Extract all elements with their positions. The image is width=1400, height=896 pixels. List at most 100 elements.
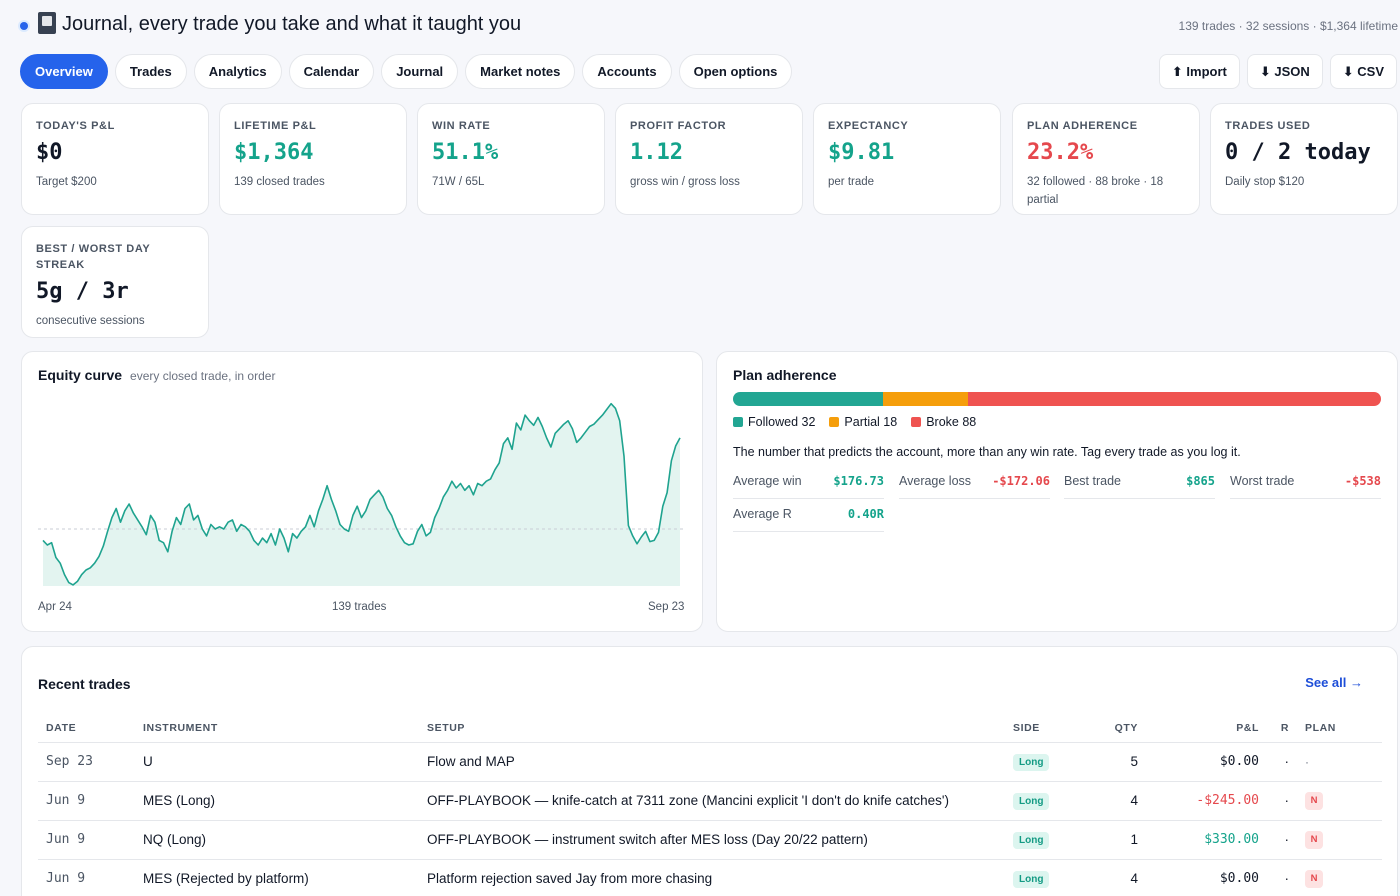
stat-value: 23.2%: [1027, 140, 1094, 165]
col-r[interactable]: R: [1267, 715, 1297, 743]
cell-r: ·: [1267, 820, 1297, 860]
cell-date: Jun 9: [38, 781, 135, 821]
plan-adherence-bar: [733, 392, 1381, 406]
side-badge: Long: [1013, 870, 1050, 888]
recent-trades-table: DATE INSTRUMENT SETUP SIDE QTY P&L R PLA…: [38, 715, 1382, 896]
cell-instrument: MES (Rejected by platform): [135, 859, 419, 896]
metric-average-r: Average R 0.40R: [733, 505, 884, 532]
stat-label: PROFIT FACTOR: [630, 120, 727, 132]
cell-qty: 4: [1083, 859, 1146, 896]
cell-qty: 4: [1083, 781, 1146, 821]
metric-value: $176.73: [833, 474, 884, 488]
plan-adherence-title: Plan adherence: [733, 367, 837, 383]
header: Journal, every trade you take and what i…: [20, 12, 1400, 40]
legend-followed: Followed 32: [733, 415, 815, 429]
cell-setup: OFF-PLAYBOOK — instrument switch after M…: [419, 820, 1005, 860]
table-row[interactable]: Sep 23 U Flow and MAP Long 5 $0.00 · ·: [38, 742, 1382, 782]
metric-value: 0.40R: [847, 507, 884, 521]
bar-segment-broke: [967, 392, 1381, 406]
cell-qty: 1: [1083, 820, 1146, 860]
col-date[interactable]: DATE: [38, 715, 135, 743]
stat-card-profit-factor: PROFIT FACTOR 1.12 gross win / gross los…: [615, 103, 803, 215]
stat-label: EXPECTANCY: [828, 120, 909, 132]
legend-swatch-partial: [829, 417, 840, 427]
side-badge: Long: [1013, 792, 1050, 810]
stat-value: 5g / 3r: [36, 279, 129, 304]
stat-card-plan-adherence: PLAN ADHERENCE 23.2% 32 followed · 88 br…: [1012, 103, 1200, 215]
side-badge: Long: [1013, 831, 1050, 849]
equity-area: [43, 403, 680, 586]
stat-label: PLAN ADHERENCE: [1027, 120, 1138, 132]
cell-plan: N: [1297, 859, 1382, 896]
plan-badge: N: [1305, 831, 1323, 849]
cell-side: Long: [1005, 859, 1083, 896]
col-setup[interactable]: SETUP: [419, 715, 1005, 743]
cell-setup: OFF-PLAYBOOK — knife-catch at 7311 zone …: [419, 781, 1005, 821]
metric-value: -$538: [1344, 474, 1381, 488]
export-csv-button[interactable]: ⬇ CSV: [1329, 54, 1397, 89]
legend-label: Broke 88: [926, 415, 977, 429]
table-header-row: DATE INSTRUMENT SETUP SIDE QTY P&L R PLA…: [38, 715, 1382, 743]
cell-r: ·: [1267, 781, 1297, 821]
metric-average-loss: Average loss -$172.06: [899, 472, 1050, 499]
equity-chart: [38, 402, 686, 586]
import-button[interactable]: ⬆ Import: [1158, 54, 1240, 89]
stat-card-expectancy: EXPECTANCY $9.81 per trade: [813, 103, 1001, 215]
side-badge: Long: [1013, 753, 1050, 771]
stat-sub: consecutive sessions: [36, 315, 145, 327]
tab-analytics[interactable]: Analytics: [193, 54, 282, 89]
legend-broke: Broke 88: [911, 415, 976, 429]
col-plan[interactable]: PLAN: [1297, 715, 1382, 743]
col-side[interactable]: SIDE: [1005, 715, 1083, 743]
metric-label: Average win: [733, 474, 802, 488]
export-json-button[interactable]: ⬇ JSON: [1246, 54, 1323, 89]
metric-average-win: Average win $176.73: [733, 472, 884, 499]
table-row[interactable]: Jun 9 NQ (Long) OFF-PLAYBOOK — instrumen…: [38, 820, 1382, 860]
equity-curve-panel: Equity curve every closed trade, in order…: [21, 351, 703, 632]
stat-card-todays-pl: TODAY'S P&L $0 Target $200: [21, 103, 209, 215]
cell-plan: N: [1297, 781, 1382, 821]
plan-adherence-panel: Plan adherence Followed 32 Partial 18 Br…: [716, 351, 1398, 632]
legend-swatch-followed: [733, 417, 743, 427]
cell-qty: 5: [1083, 742, 1146, 782]
plan-badge: N: [1305, 792, 1323, 810]
legend-partial: Partial 18: [829, 415, 897, 429]
equity-title: Equity curve: [38, 367, 123, 383]
cell-pl: -$245.00: [1146, 781, 1267, 821]
metric-best-trade: Best trade $865: [1064, 472, 1215, 499]
legend-label: Followed 32: [748, 415, 816, 429]
bar-segment-followed: [733, 392, 884, 406]
tab-trades[interactable]: Trades: [114, 54, 187, 89]
x-axis-count-label: 139 trades: [332, 601, 387, 613]
page-title: Journal, every trade you take and what i…: [62, 13, 522, 35]
equity-subtitle: every closed trade, in order: [130, 369, 276, 383]
plan-adherence-legend: Followed 32 Partial 18 Broke 88: [733, 415, 976, 429]
stat-sub: gross win / gross loss: [630, 176, 740, 188]
stat-sub: Daily stop $120: [1225, 176, 1305, 188]
col-qty[interactable]: QTY: [1083, 715, 1146, 743]
cell-date: Sep 23: [38, 742, 135, 782]
notebook-icon: [38, 12, 56, 34]
tab-market-notes[interactable]: Market notes: [465, 54, 576, 89]
tab-open-options[interactable]: Open options: [678, 54, 793, 89]
tab-calendar[interactable]: Calendar: [288, 54, 375, 89]
see-all-link[interactable]: See all →: [1305, 675, 1363, 690]
cell-side: Long: [1005, 742, 1083, 782]
tab-accounts[interactable]: Accounts: [582, 54, 672, 89]
tab-overview[interactable]: Overview: [20, 54, 108, 89]
col-instrument[interactable]: INSTRUMENT: [135, 715, 419, 743]
stat-sub: Target $200: [36, 176, 97, 188]
metric-label: Average loss: [899, 474, 972, 488]
table-row[interactable]: Jun 9 MES (Long) OFF-PLAYBOOK — knife-ca…: [38, 781, 1382, 821]
col-pl[interactable]: P&L: [1146, 715, 1267, 743]
x-axis-end-label: Sep 23: [648, 601, 685, 613]
metric-label: Worst trade: [1230, 474, 1295, 488]
table-row[interactable]: Jun 9 MES (Rejected by platform) Platfor…: [38, 859, 1382, 896]
cell-instrument: MES (Long): [135, 781, 419, 821]
stat-sub: 139 closed trades: [234, 176, 325, 188]
tab-journal[interactable]: Journal: [381, 54, 459, 89]
metric-label: Average R: [733, 507, 792, 521]
equity-header: Equity curve every closed trade, in order: [38, 367, 275, 385]
status-dot: [20, 22, 28, 30]
summary-text: 139 trades · 32 sessions · $1,364 lifeti…: [1178, 19, 1398, 33]
